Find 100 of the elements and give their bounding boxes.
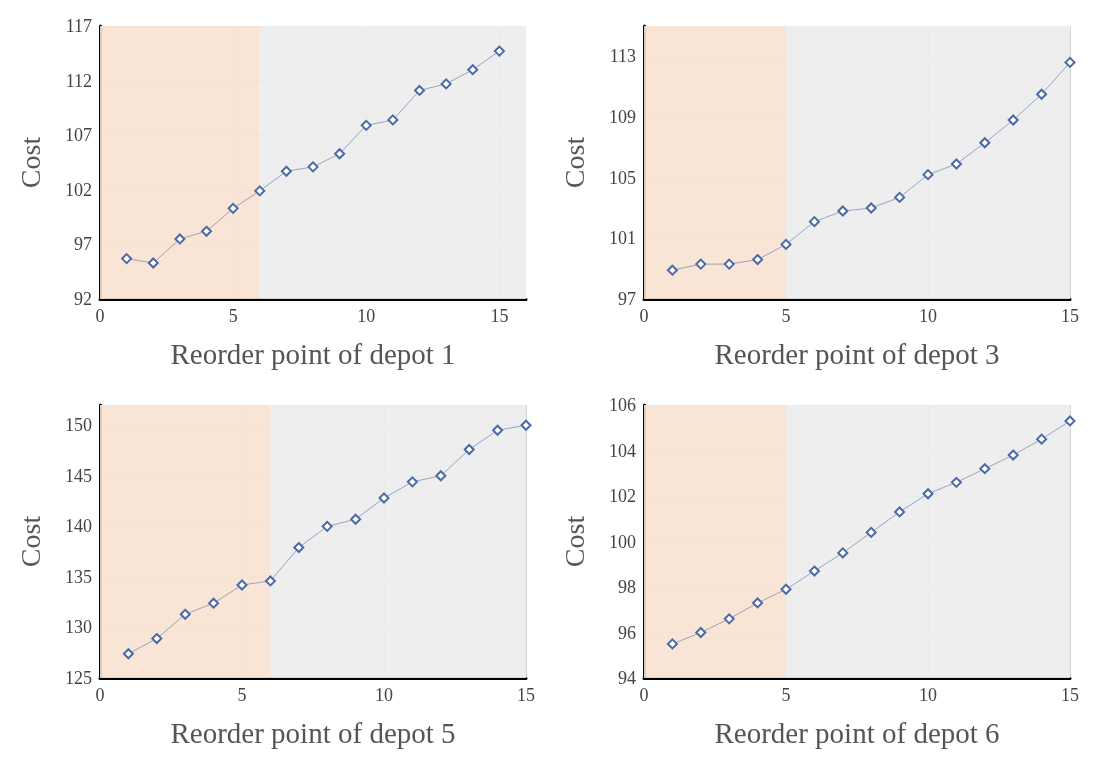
- point: [979, 137, 991, 149]
- x-axis-title: Reorder point of depot 5: [170, 716, 456, 749]
- y-tick-label: 140: [65, 516, 92, 537]
- point: [1007, 114, 1019, 126]
- x-tick-label: 5: [781, 306, 791, 326]
- point: [950, 476, 962, 488]
- point: [837, 205, 849, 217]
- y-tick-label: 100: [609, 531, 636, 552]
- point: [321, 520, 333, 532]
- point: [236, 579, 248, 591]
- y-tick-label: 130: [65, 617, 92, 638]
- point: [334, 148, 346, 160]
- y-tick-label: 117: [65, 16, 92, 36]
- x-axis-title: Reorder point of depot 3: [714, 337, 1000, 370]
- point: [378, 492, 390, 504]
- point: [1064, 56, 1076, 68]
- point: [808, 565, 820, 577]
- x-tick-label: 15: [1061, 306, 1079, 326]
- point: [894, 191, 906, 203]
- point: [979, 463, 991, 475]
- point: [695, 627, 707, 638]
- y-tick-label: 125: [65, 668, 92, 688]
- x-tick-label: 15: [490, 306, 509, 326]
- point: [666, 264, 678, 276]
- point: [280, 165, 292, 177]
- x-tick-label: 0: [95, 306, 105, 326]
- point: [201, 225, 212, 237]
- point: [808, 216, 820, 228]
- point: [950, 158, 962, 170]
- point: [752, 597, 764, 609]
- y-tick-label: 94: [618, 668, 636, 688]
- x-tick-label: 5: [781, 685, 791, 705]
- point: [723, 613, 735, 625]
- x-tick-label: 15: [517, 685, 535, 705]
- y-axis-title: Cost: [14, 136, 46, 189]
- y-tick-label: 105: [609, 167, 636, 188]
- point: [492, 424, 504, 436]
- y-axis-title: Cost: [558, 136, 590, 189]
- point: [121, 253, 133, 265]
- x-tick-label: 10: [919, 685, 937, 705]
- y-tick-label: 102: [65, 179, 92, 200]
- y-tick-label: 113: [609, 46, 636, 67]
- y-tick-label: 96: [618, 622, 636, 643]
- point: [350, 513, 362, 525]
- point: [179, 608, 191, 620]
- point: [837, 547, 849, 559]
- x-tick-label: 0: [639, 685, 649, 705]
- point: [293, 542, 305, 554]
- point: [122, 648, 134, 660]
- point: [440, 78, 452, 90]
- y-tick-label: 135: [65, 566, 92, 587]
- x-tick-label: 15: [1061, 685, 1079, 705]
- y-tick-label: 92: [74, 289, 92, 309]
- x-tick-label: 5: [228, 306, 238, 326]
- point: [174, 233, 186, 245]
- point: [723, 258, 735, 270]
- point: [780, 238, 792, 250]
- y-tick-label: 150: [65, 415, 92, 436]
- point: [865, 202, 877, 214]
- point: [435, 470, 447, 482]
- point: [360, 119, 372, 131]
- x-tick-label: 10: [357, 306, 376, 326]
- point: [406, 476, 418, 488]
- x-tick-label: 5: [237, 685, 247, 705]
- point: [894, 506, 906, 518]
- point: [254, 185, 266, 197]
- y-tick-label: 101: [609, 228, 636, 249]
- point: [414, 84, 425, 96]
- point: [922, 488, 934, 500]
- point: [467, 64, 479, 76]
- x-tick-label: 10: [375, 685, 393, 705]
- y-axis-title: Cost: [558, 515, 590, 568]
- y-tick-label: 98: [618, 577, 636, 597]
- point: [493, 45, 505, 57]
- point: [1064, 415, 1076, 427]
- y-tick-label: 97: [618, 289, 636, 309]
- y-tick-label: 102: [609, 486, 636, 506]
- point: [695, 258, 707, 270]
- point: [520, 419, 532, 431]
- point: [208, 597, 220, 609]
- point: [1036, 88, 1048, 100]
- point: [1036, 433, 1048, 445]
- point: [865, 526, 877, 538]
- point: [922, 169, 934, 181]
- y-tick-label: 112: [65, 70, 92, 91]
- x-tick-label: 0: [639, 306, 649, 326]
- y-tick-label: 97: [74, 234, 92, 255]
- y-tick-label: 107: [65, 125, 92, 146]
- point: [264, 575, 276, 587]
- y-tick-label: 145: [65, 465, 92, 486]
- point: [307, 161, 319, 173]
- point: [387, 114, 399, 126]
- x-tick-label: 10: [919, 306, 937, 326]
- y-tick-label: 109: [609, 107, 636, 127]
- point: [780, 583, 792, 595]
- x-tick-label: 0: [95, 685, 105, 705]
- point: [151, 633, 163, 645]
- point: [147, 257, 159, 269]
- point: [463, 443, 475, 455]
- point: [1007, 449, 1019, 461]
